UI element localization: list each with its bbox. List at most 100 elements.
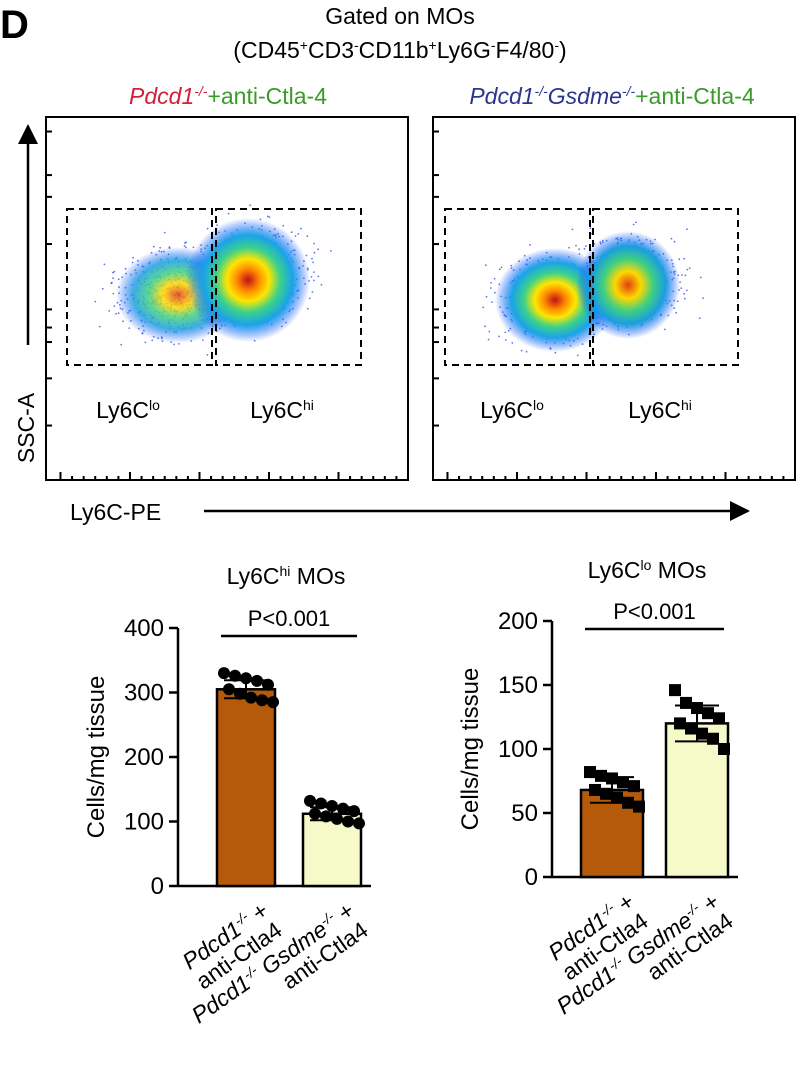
event-dot bbox=[686, 228, 688, 231]
event-dot bbox=[320, 283, 323, 286]
flow-plot-1-gate-lo-label: Ly6Clo bbox=[96, 397, 160, 423]
event-dot bbox=[683, 292, 685, 295]
event-dot bbox=[216, 224, 219, 227]
event-dot bbox=[529, 244, 531, 246]
event-dot bbox=[575, 244, 577, 247]
event-dot bbox=[571, 228, 574, 231]
event-dot bbox=[484, 325, 486, 328]
data-point bbox=[702, 707, 714, 720]
event-dot bbox=[678, 258, 681, 261]
data-point bbox=[617, 776, 629, 789]
flow-plot-2-frame bbox=[432, 116, 796, 481]
flow-plot-2-gate-lo bbox=[444, 208, 591, 366]
p-value: P<0.001 bbox=[613, 599, 696, 624]
p-value: P<0.001 bbox=[248, 606, 331, 631]
event-dot bbox=[300, 227, 302, 230]
event-dot bbox=[702, 297, 704, 299]
event-dot bbox=[297, 233, 300, 235]
data-point bbox=[622, 796, 634, 809]
event-dot bbox=[108, 310, 111, 312]
event-dot bbox=[113, 305, 116, 307]
flow-plot-2-hi-population bbox=[576, 231, 680, 339]
flow-plot-2-gate-lo-label: Ly6Clo bbox=[480, 397, 544, 423]
gate-label-text: Ly6C bbox=[250, 397, 303, 423]
event-dot bbox=[698, 317, 701, 320]
event-dot bbox=[488, 330, 491, 333]
y-tick-label: 0 bbox=[151, 873, 164, 900]
event-dot bbox=[112, 277, 114, 280]
flow-plot-1-gate-hi-label: Ly6Chi bbox=[250, 397, 314, 423]
data-point bbox=[304, 794, 316, 807]
header-segment: Gsdme bbox=[548, 83, 622, 109]
data-point bbox=[713, 712, 725, 725]
y-tick-label: 100 bbox=[124, 809, 164, 836]
gate-label-text: Ly6C bbox=[96, 397, 149, 423]
gating-marker: CD3 bbox=[308, 37, 354, 63]
gating-marker: Ly6G bbox=[437, 37, 491, 63]
event-dot bbox=[183, 245, 186, 247]
header-segment: +anti-Ctla-4 bbox=[207, 83, 327, 109]
flow-plot-2: Ly6Clo Ly6Chi bbox=[432, 116, 796, 481]
data-point bbox=[633, 800, 645, 813]
gating-marker: F4/80 bbox=[496, 37, 555, 63]
gating-marker-sign: - bbox=[491, 37, 496, 53]
data-point bbox=[218, 667, 230, 680]
event-dot bbox=[206, 227, 209, 230]
event-dot bbox=[308, 297, 311, 300]
y-tick-label: 200 bbox=[124, 744, 164, 771]
data-point bbox=[223, 683, 235, 696]
header-segment: -/- bbox=[194, 83, 208, 99]
event-dot bbox=[313, 242, 315, 245]
y-tick-label: 400 bbox=[124, 615, 164, 642]
event-dot bbox=[184, 242, 186, 245]
data-point bbox=[315, 797, 327, 810]
event-dot bbox=[686, 289, 688, 292]
event-dot bbox=[487, 338, 490, 341]
data-point bbox=[251, 674, 263, 687]
flow-plot-2-ticks bbox=[433, 130, 785, 480]
event-dot bbox=[103, 263, 106, 266]
gating-title: Gated on MOs bbox=[325, 3, 475, 29]
data-point bbox=[256, 694, 268, 707]
event-dot bbox=[173, 343, 175, 346]
data-point bbox=[584, 766, 596, 779]
event-dot bbox=[110, 282, 113, 285]
header-segment: -/- bbox=[535, 83, 549, 99]
y-tick-label: 200 bbox=[498, 608, 538, 635]
gate-label-sup: lo bbox=[149, 397, 160, 413]
flow-plot-1-gate-lo bbox=[66, 208, 213, 366]
bar-1 bbox=[215, 688, 277, 888]
event-dot bbox=[313, 271, 315, 273]
event-dot bbox=[268, 216, 271, 219]
event-dot bbox=[202, 339, 204, 341]
event-dot bbox=[112, 292, 115, 295]
event-dot bbox=[520, 349, 523, 352]
event-dot bbox=[317, 248, 319, 251]
ssc-axis-label: SSC-A bbox=[13, 392, 39, 463]
data-point bbox=[707, 732, 719, 745]
event-dot bbox=[122, 320, 124, 323]
event-dot bbox=[294, 235, 297, 237]
event-dot bbox=[311, 257, 313, 260]
event-dot bbox=[578, 248, 580, 251]
data-point bbox=[309, 807, 321, 820]
event-dot bbox=[675, 311, 678, 314]
event-dot bbox=[317, 275, 320, 278]
event-dot bbox=[151, 339, 154, 342]
event-dot bbox=[178, 343, 180, 345]
ly6c-axis-label: Ly6C-PE bbox=[70, 499, 161, 525]
data-point bbox=[262, 678, 274, 691]
event-dot bbox=[500, 266, 503, 269]
event-dot bbox=[94, 300, 97, 303]
event-dot bbox=[683, 297, 686, 300]
chart-title: Ly6Clo MOs bbox=[588, 557, 707, 583]
gating-markers: (CD45+CD3-CD11b+Ly6G-F4/80-) bbox=[233, 37, 566, 63]
event-dot bbox=[493, 291, 496, 294]
data-point bbox=[600, 787, 612, 800]
event-dot bbox=[206, 354, 209, 356]
flow-panel-header-1: Pdcd1-/-+anti-Ctla-4 bbox=[129, 83, 327, 109]
event-dot bbox=[306, 235, 309, 238]
event-dot bbox=[491, 301, 493, 303]
event-dot bbox=[117, 312, 120, 315]
event-dot bbox=[159, 246, 162, 249]
